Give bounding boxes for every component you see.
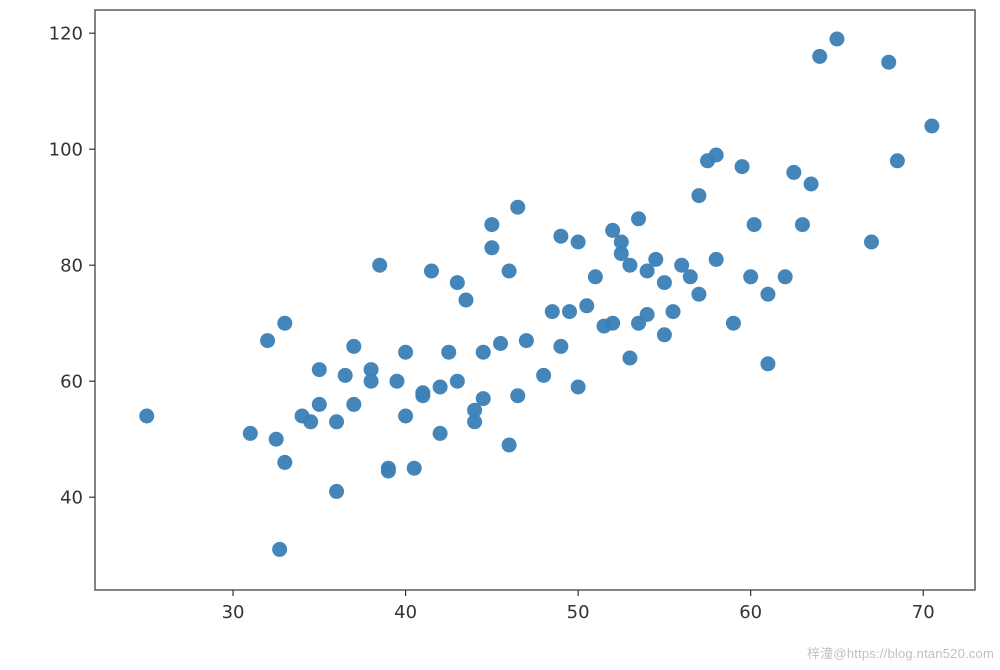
x-tick-label: 70	[912, 602, 935, 623]
y-tick-label: 120	[49, 24, 83, 45]
y-tick-label: 80	[60, 256, 83, 277]
x-tick-label: 60	[739, 602, 762, 623]
scatter-chart: 30 40 50 60 70 40 60 80 100 120	[0, 0, 1000, 666]
x-tick-label: 30	[222, 602, 245, 623]
y-tick-label: 40	[60, 488, 83, 509]
watermark-text: 梓潼@https://blog.ntan520.com	[807, 643, 994, 662]
x-tick-label: 40	[394, 602, 417, 623]
y-tick-label: 100	[49, 140, 83, 161]
chart-svg: 30 40 50 60 70 40 60 80 100 120	[0, 0, 1000, 666]
y-tick-label: 60	[60, 372, 83, 393]
x-tick-label: 50	[567, 602, 590, 623]
